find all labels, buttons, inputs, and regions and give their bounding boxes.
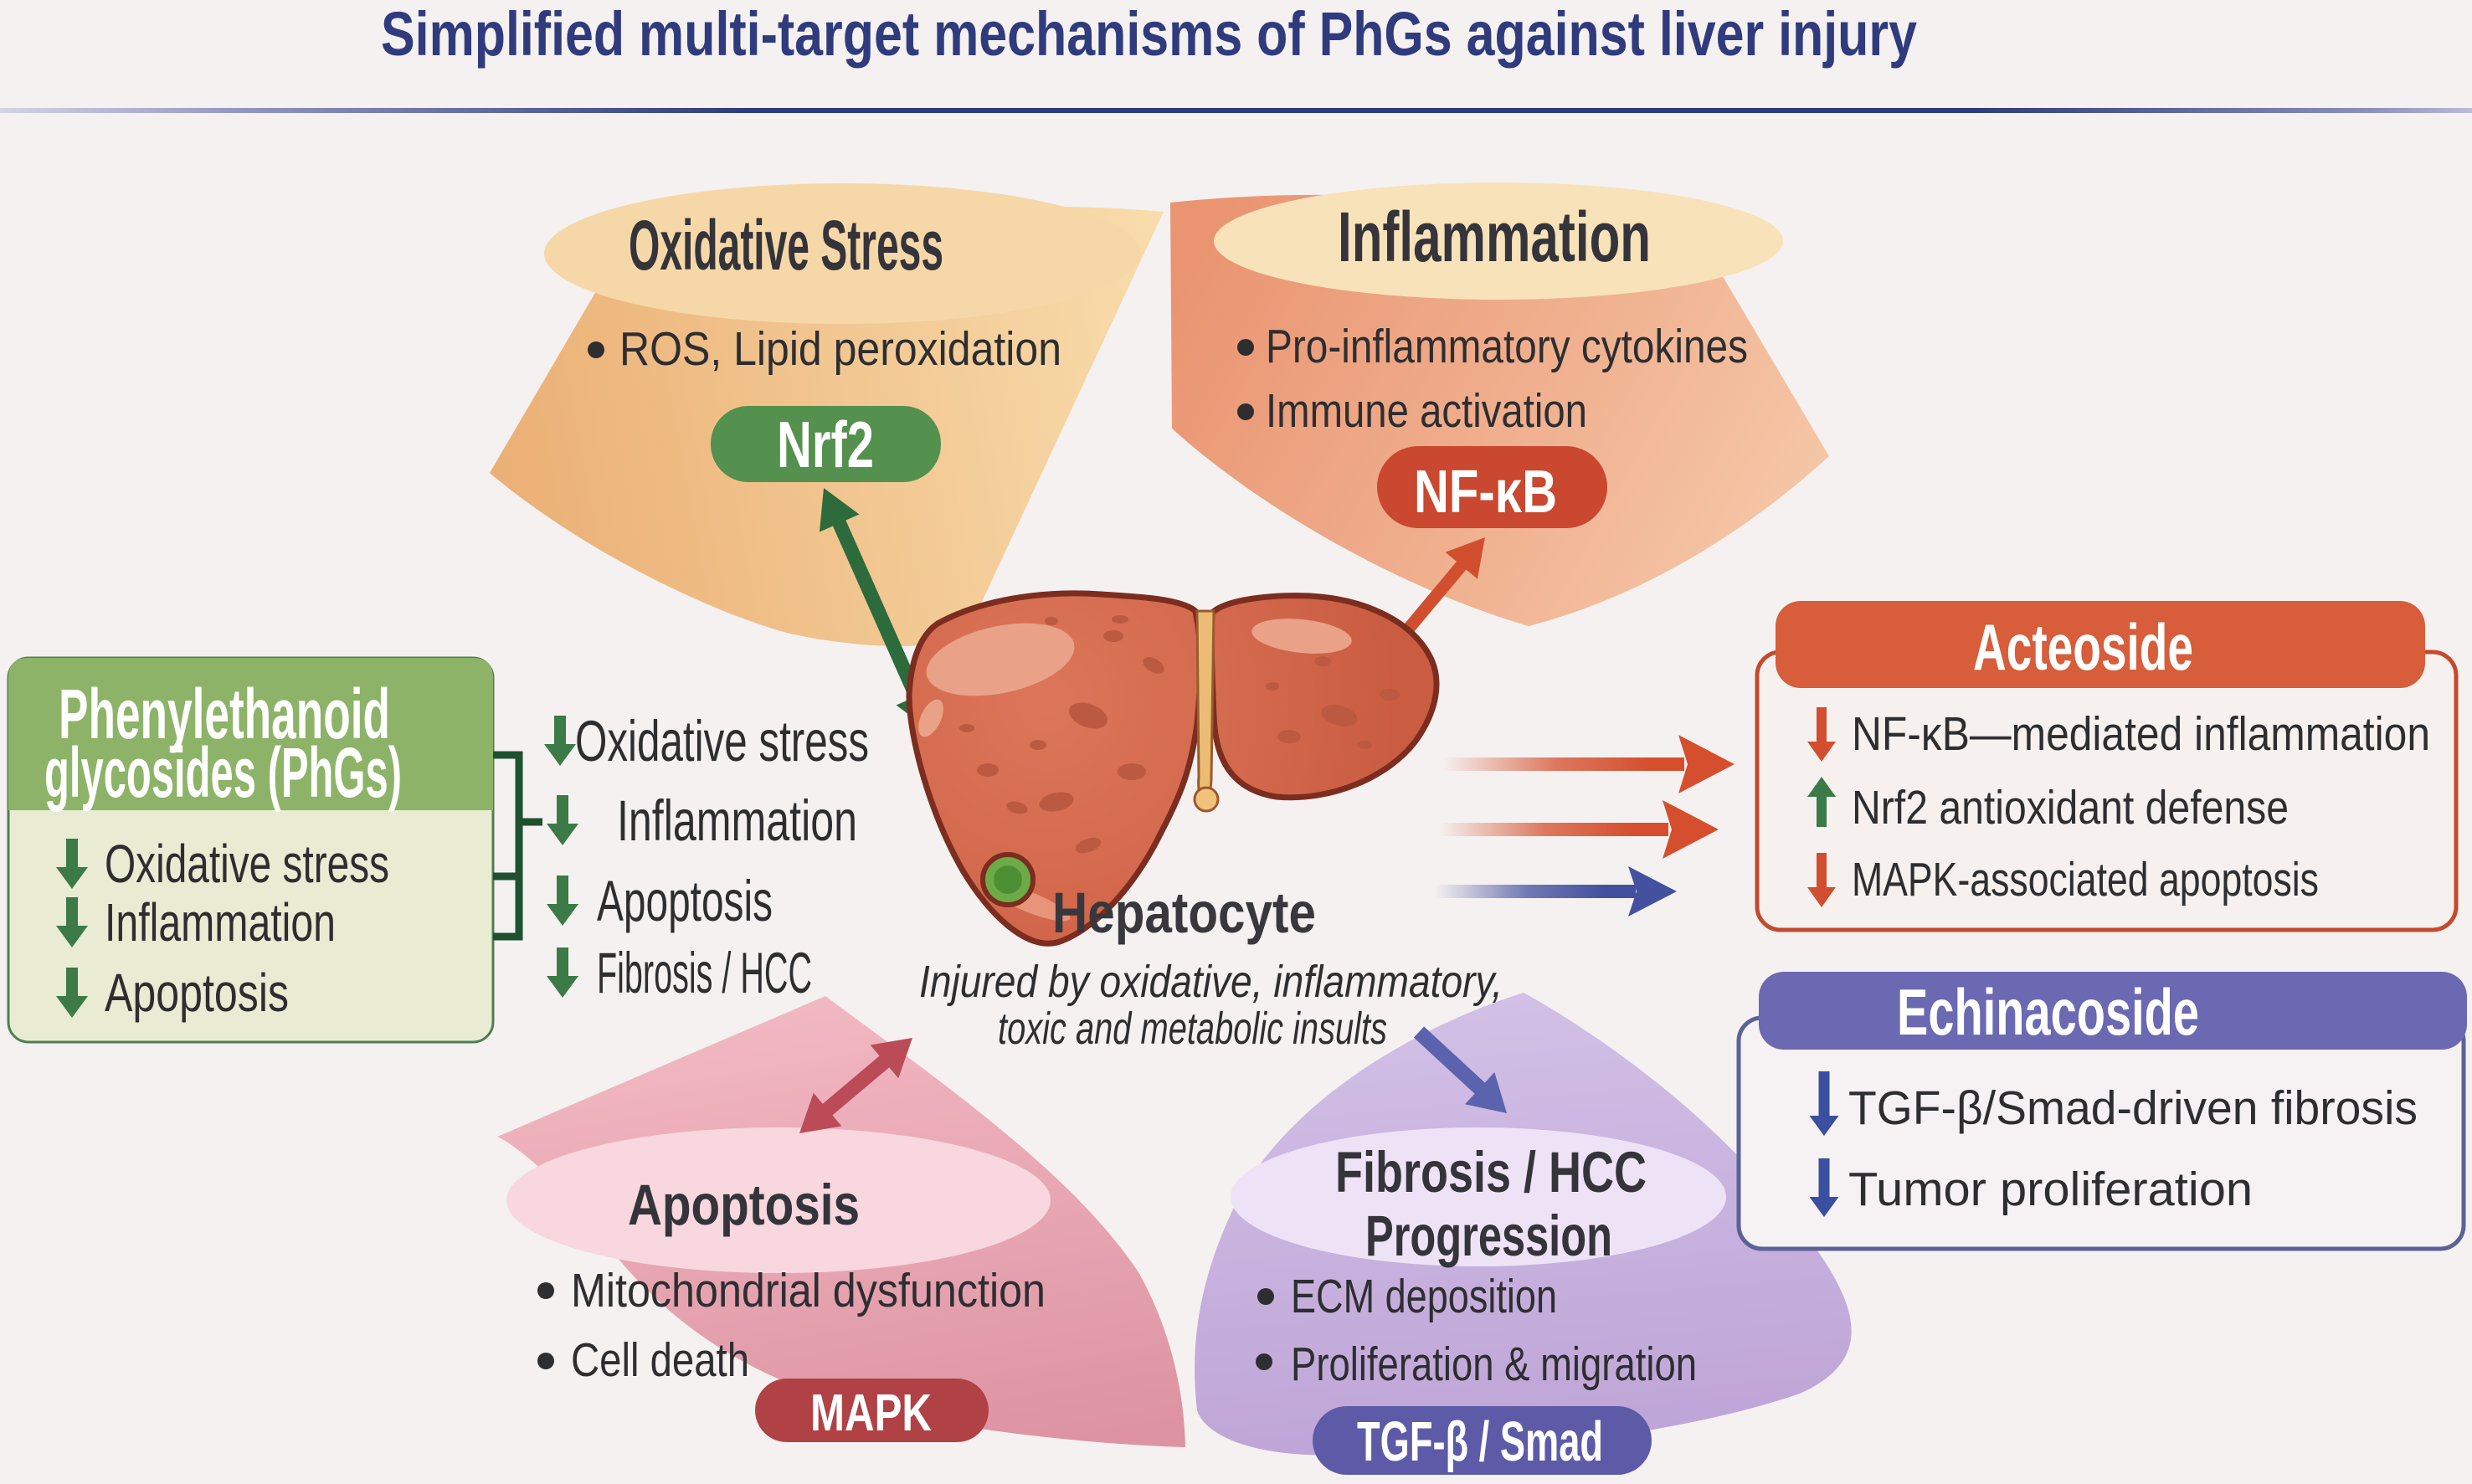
svg-text:Fibrosis / HCC: Fibrosis / HCC: [1335, 1140, 1647, 1204]
svg-text:Injured by oxidative, inflamma: Injured by oxidative, inflammatory,: [919, 957, 1503, 1007]
svg-text:Simplified multi-target mechan: Simplified multi-target mechanisms of Ph…: [381, 0, 1917, 69]
svg-text:Nrf2: Nrf2: [777, 408, 874, 481]
svg-text:Oxidative Stress: Oxidative Stress: [629, 206, 943, 285]
svg-text:Tumor proliferation: Tumor proliferation: [1848, 1163, 2253, 1216]
svg-text:Inflammation: Inflammation: [617, 788, 857, 853]
svg-text:Apoptosis: Apoptosis: [105, 963, 289, 1023]
svg-text:Apoptosis: Apoptosis: [597, 869, 773, 933]
svg-text:Apoptosis: Apoptosis: [628, 1173, 860, 1237]
svg-text:ROS, Lipid peroxidation: ROS, Lipid peroxidation: [619, 322, 1061, 376]
svg-text:Mitochondrial dysfunction: Mitochondrial dysfunction: [571, 1264, 1046, 1317]
svg-text:MAPK-associated apoptosis: MAPK-associated apoptosis: [1852, 853, 2319, 906]
svg-text:TGF-β / Smad: TGF-β / Smad: [1357, 1410, 1603, 1473]
svg-text:MAPK: MAPK: [810, 1384, 932, 1442]
svg-text:ECM deposition: ECM deposition: [1291, 1270, 1557, 1323]
svg-text:Cell death: Cell death: [571, 1333, 749, 1387]
svg-text:Proliferation & migration: Proliferation & migration: [1291, 1338, 1697, 1391]
svg-text:TGF-β/Smad-driven fibrosis: TGF-β/Smad-driven fibrosis: [1848, 1081, 2418, 1135]
svg-text:Inflammation: Inflammation: [105, 892, 336, 953]
svg-text:glycosides (PhGs): glycosides (PhGs): [44, 733, 402, 812]
svg-text:toxic and metabolic insults: toxic and metabolic insults: [998, 1004, 1387, 1054]
svg-text:Pro-inflammatory cytokines: Pro-inflammatory cytokines: [1266, 320, 1748, 373]
svg-text:Immune activation: Immune activation: [1266, 384, 1587, 438]
svg-text:Oxidative stress: Oxidative stress: [575, 709, 869, 773]
svg-text:Nrf2 antioxidant defense: Nrf2 antioxidant defense: [1852, 781, 2289, 834]
svg-text:Progression: Progression: [1365, 1204, 1612, 1268]
svg-text:Oxidative stress: Oxidative stress: [105, 834, 389, 894]
svg-text:Acteoside: Acteoside: [1973, 610, 2193, 684]
svg-text:Phenylethanoid: Phenylethanoid: [59, 675, 390, 753]
svg-text:Hepatocyte: Hepatocyte: [1052, 881, 1316, 945]
svg-text:Fibrosis / HCC: Fibrosis / HCC: [597, 941, 812, 1005]
svg-text:Echinacoside: Echinacoside: [1897, 975, 2199, 1049]
svg-text:NF-κB: NF-κB: [1414, 459, 1557, 526]
svg-text:NF-κB—mediated inflammation: NF-κB—mediated inflammation: [1852, 707, 2430, 761]
svg-text:Inflammation: Inflammation: [1338, 198, 1651, 276]
